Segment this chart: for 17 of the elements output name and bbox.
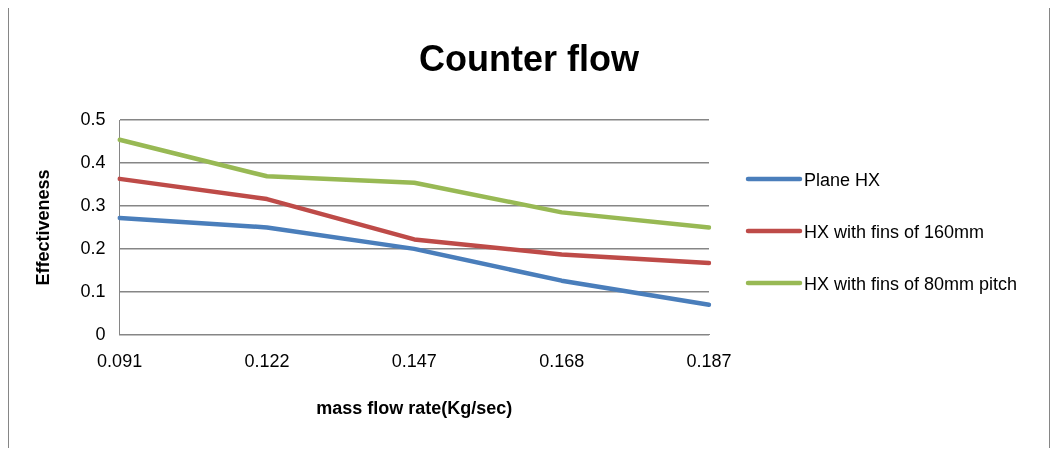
x-tick-label: 0.122 <box>244 350 290 371</box>
legend-label: Plane HX <box>804 169 882 192</box>
y-tick-label: 0 <box>95 323 106 344</box>
y-axis-title: Effectiveness <box>32 169 53 286</box>
x-tick-label: 0.187 <box>686 350 732 371</box>
y-tick-label: 0.4 <box>80 151 106 172</box>
chart-title: Counter flow <box>418 38 640 80</box>
x-tick-label: 0.168 <box>539 350 585 371</box>
x-tick-label: 0.091 <box>97 350 143 371</box>
x-tick-label: 0.147 <box>391 350 437 371</box>
y-tick-label: 0.3 <box>80 194 106 215</box>
legend-label: HX with fins of 160mm <box>804 221 986 244</box>
y-tick-label: 0.2 <box>80 237 106 258</box>
x-axis-title: mass flow rate(Kg/sec) <box>316 398 513 419</box>
y-tick-label: 0.1 <box>80 280 106 301</box>
y-tick-label: 0.5 <box>80 108 106 129</box>
legend-label: HX with fins of 80mm pitch <box>804 273 1019 296</box>
